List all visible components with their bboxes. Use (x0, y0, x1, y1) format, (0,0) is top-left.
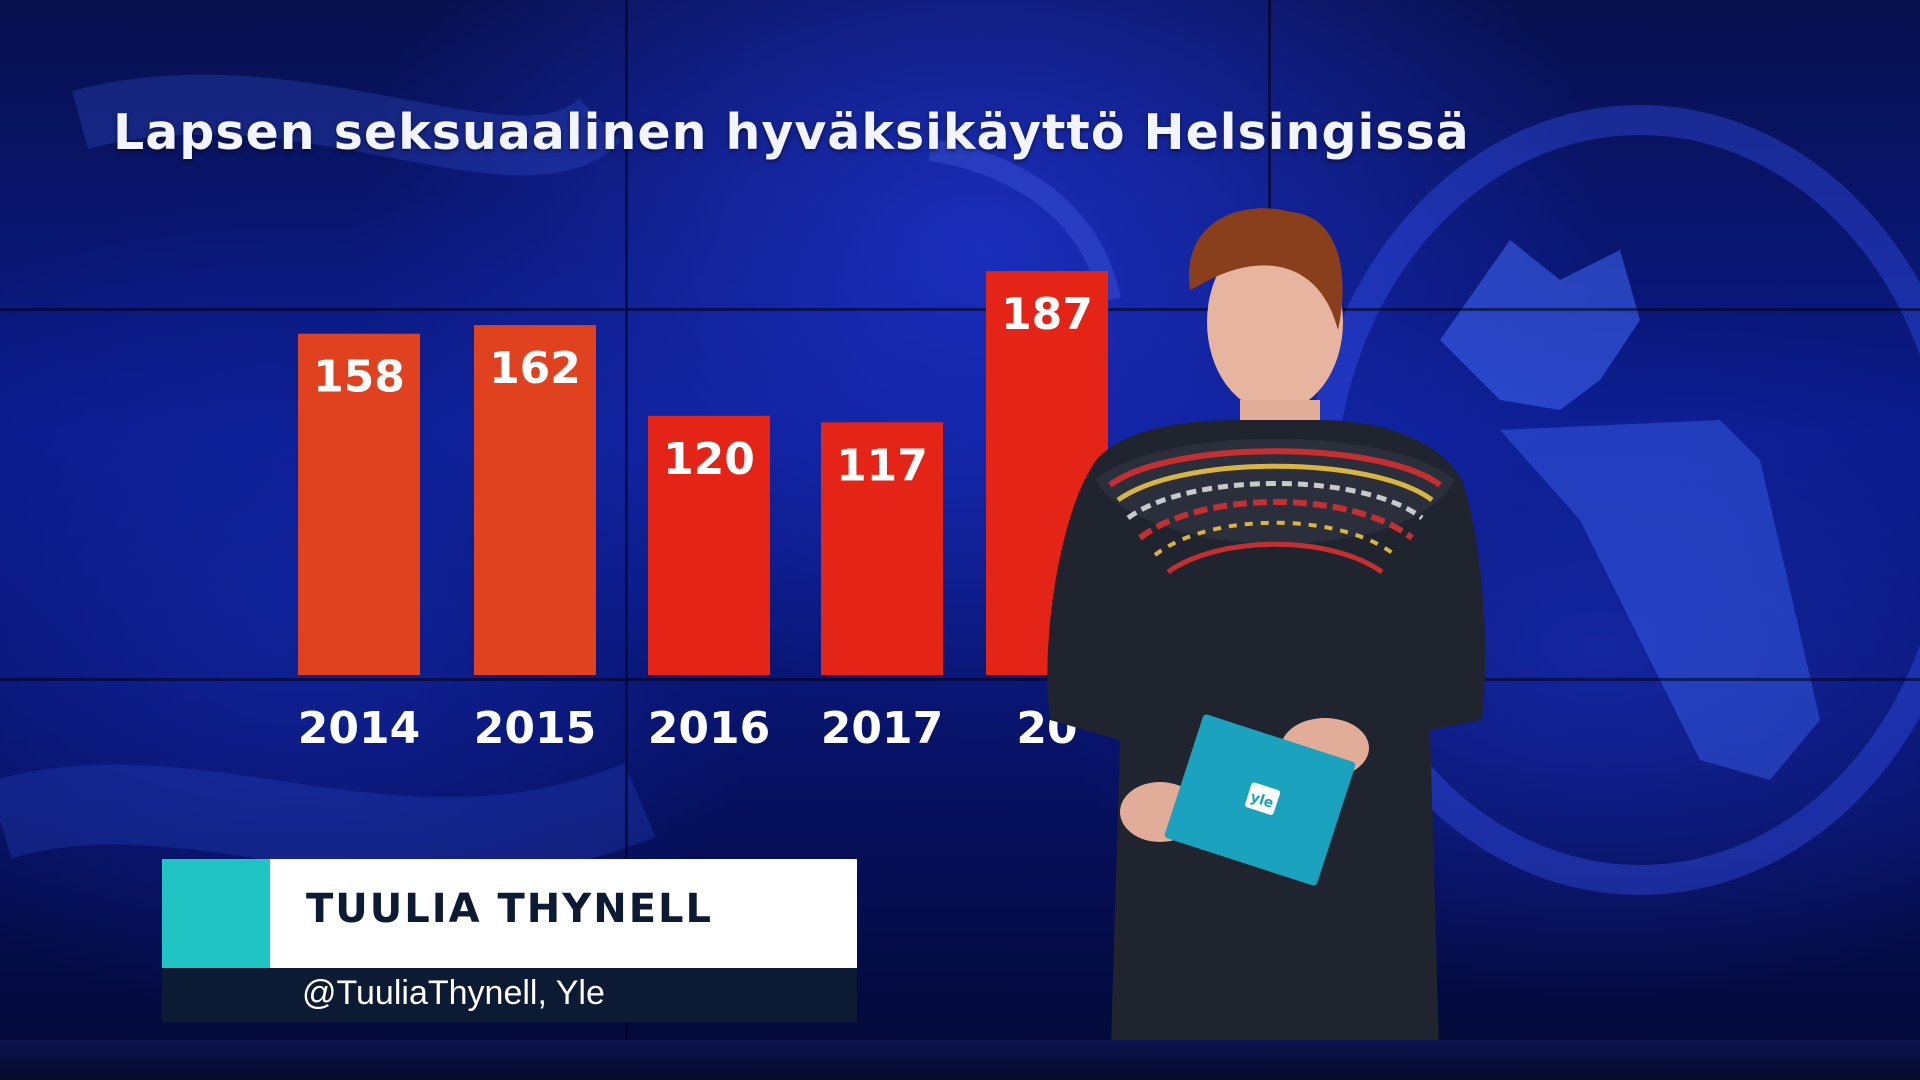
lower-third: TUULIA THYNELL @TuuliaThynell, Yle (162, 859, 857, 1022)
x-tick-label: 2016 (648, 703, 770, 754)
bar-value-label: 120 (663, 434, 755, 485)
handle-box: @TuuliaThynell, Yle (162, 968, 857, 1022)
presenter-handle: @TuuliaThynell, Yle (302, 974, 605, 1012)
x-tick-label: 2014 (298, 703, 420, 754)
yle-logo: yle (1248, 789, 1275, 811)
bar-2016 (648, 415, 770, 675)
lower-third-accent (162, 859, 270, 968)
presenter-name: TUULIA THYNELL (306, 886, 714, 932)
screen-seam (625, 0, 628, 1080)
bar-2014 (298, 333, 420, 675)
bar-2017 (821, 422, 943, 675)
bar-value-label: 158 (313, 352, 405, 403)
bar-2015 (474, 325, 596, 675)
x-tick-label: 2015 (474, 703, 596, 754)
bar-value-label: 117 (836, 440, 928, 491)
name-box: TUULIA THYNELL (270, 859, 857, 968)
screen-seam (0, 308, 1920, 311)
bar-value-label: 162 (489, 343, 581, 394)
studio-floor (0, 1040, 1920, 1080)
x-tick-label: 2017 (821, 703, 943, 754)
chart-title: Lapsen seksuaalinen hyväksikäyttö Helsin… (113, 104, 1470, 161)
bar-value-label: 187 (1001, 289, 1093, 340)
screen-seam (0, 678, 1920, 681)
